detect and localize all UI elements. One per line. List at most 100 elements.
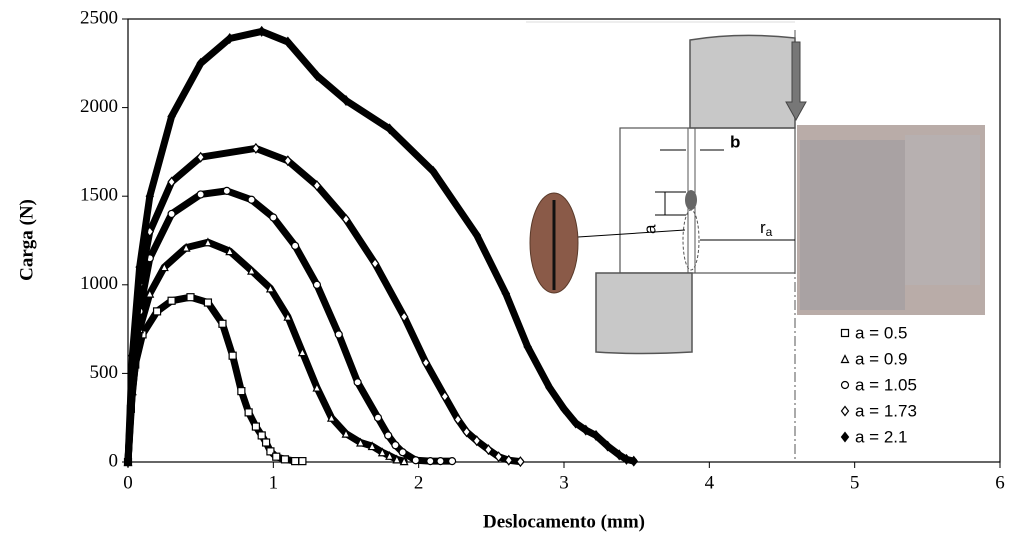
marker: [251, 422, 260, 431]
marker: [334, 330, 343, 339]
x-axis-title: Deslocamento (mm): [483, 511, 645, 532]
marker: [312, 180, 322, 192]
marker: [453, 413, 463, 425]
marker: [237, 387, 246, 396]
marker: [167, 209, 176, 219]
x-tick-label: 2: [414, 472, 424, 493]
marker: [298, 457, 307, 466]
marker: [559, 403, 569, 415]
marker: [614, 449, 624, 461]
marker: [545, 382, 554, 394]
marker: [385, 450, 395, 460]
marker: [370, 258, 380, 270]
marker: [472, 229, 482, 241]
marker: [145, 288, 155, 298]
legend-marker: [840, 380, 850, 390]
legend-marker: [840, 405, 850, 417]
legend-label: a = 0.5: [855, 323, 907, 342]
marker: [123, 456, 133, 468]
marker: [128, 350, 137, 362]
leader-line: [577, 229, 686, 238]
marker: [629, 455, 639, 467]
marker: [373, 413, 383, 422]
marker: [265, 283, 275, 293]
x-tick-label: 4: [705, 472, 715, 493]
legend: a = 0.5 a = 0.9 a = 1.05 a = 1.73 a = 2.1: [840, 323, 917, 446]
notch-outline: [682, 209, 700, 271]
upper-die: [689, 34, 796, 129]
y-tick-label: 0: [109, 450, 119, 471]
marker: [261, 438, 271, 447]
marker: [218, 319, 227, 328]
marker: [377, 447, 387, 457]
marker: [341, 428, 351, 438]
marker: [196, 190, 205, 199]
marker: [411, 456, 420, 465]
marker: [203, 237, 213, 247]
marker: [225, 246, 235, 256]
y-tick-label: 1000: [80, 273, 118, 294]
marker: [392, 454, 402, 464]
marker: [312, 280, 322, 289]
legend-label: a = 0.9: [855, 349, 907, 368]
marker: [494, 451, 503, 463]
marker: [447, 457, 457, 466]
marker: [225, 33, 234, 44]
x-tick-label: 5: [850, 472, 860, 493]
marker: [283, 155, 293, 167]
y-tick-label: 2500: [80, 7, 118, 28]
y-axis-title: Carga (N): [16, 199, 37, 281]
marker: [167, 296, 176, 305]
marker: [280, 455, 290, 464]
y-tick-label: 500: [90, 362, 119, 383]
marker: [186, 293, 195, 302]
marker: [341, 95, 351, 106]
inset-figure: b a ra: [526, 21, 985, 460]
series: [123, 293, 307, 467]
marker: [247, 195, 256, 204]
legend-label: a = 2.1: [855, 427, 907, 446]
marker: [196, 57, 205, 69]
marker: [297, 347, 307, 357]
marker: [398, 448, 407, 457]
marker: [353, 378, 362, 387]
load-arrow: [785, 41, 807, 122]
series: [123, 186, 457, 467]
marker: [145, 190, 155, 202]
marker: [291, 457, 300, 466]
annotation-subscript: a: [766, 225, 773, 239]
marker: [326, 412, 336, 422]
x-tick-label: 3: [559, 472, 569, 493]
marker: [152, 307, 162, 316]
marker: [603, 440, 612, 452]
marker: [504, 454, 514, 466]
annotation: a: [640, 224, 659, 234]
photo-part: [800, 140, 905, 310]
annotation: ra: [760, 218, 773, 239]
marker: [247, 265, 257, 275]
marker: [244, 408, 253, 417]
marker: [426, 457, 435, 466]
marker: [203, 298, 213, 307]
marker: [428, 165, 438, 177]
marker: [391, 441, 400, 450]
marker: [269, 213, 278, 222]
marker: [257, 25, 266, 37]
marker: [472, 435, 482, 447]
marker: [399, 456, 409, 466]
x-tick-label: 1: [269, 472, 279, 493]
marker: [312, 70, 322, 82]
marker: [283, 36, 293, 48]
marker: [272, 452, 281, 461]
y-tick-label: 1500: [80, 185, 118, 206]
marker: [266, 447, 275, 456]
annotation-main: r: [760, 218, 766, 237]
series: [123, 237, 409, 467]
marker: [159, 262, 169, 272]
marker: [251, 142, 261, 154]
marker: [523, 341, 532, 353]
marker: [462, 426, 471, 438]
marker: [440, 390, 450, 402]
legend-marker: [840, 431, 850, 443]
marker: [283, 311, 293, 321]
